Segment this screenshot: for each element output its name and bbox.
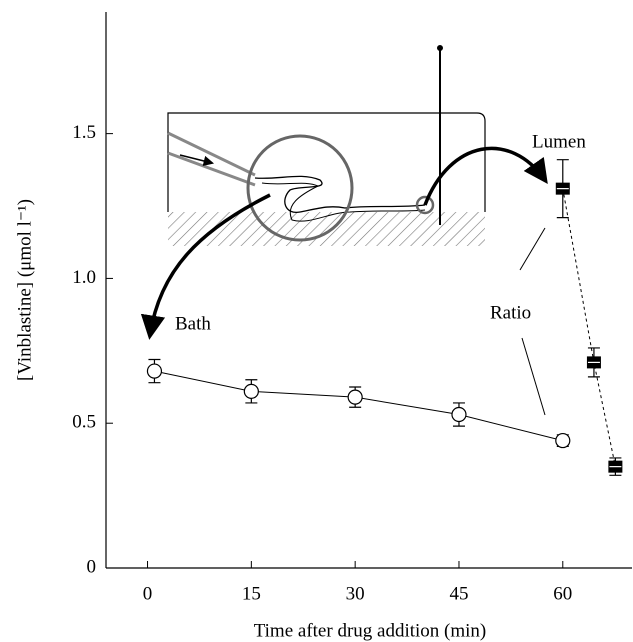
- data-point: [451, 406, 467, 423]
- x-axis-label: Time after drug addition (min): [254, 620, 487, 641]
- y-tick-label: 1.0: [72, 267, 96, 288]
- lumen-label: Lumen: [532, 131, 586, 152]
- data-point: [347, 389, 363, 405]
- y-axis-label: [Vinblastine] (μmol l⁻¹): [14, 199, 35, 381]
- series-line: [562, 188, 616, 467]
- data-point: [243, 383, 259, 399]
- x-tick-label: 30: [346, 583, 365, 604]
- series-line: [154, 370, 563, 442]
- x-tick-label: 0: [143, 583, 153, 604]
- data-point: [146, 363, 163, 379]
- y-tick-label: 0: [87, 556, 97, 577]
- y-tick-label: 1.5: [72, 122, 96, 143]
- inset-diagram: [140, 45, 548, 416]
- ratio-label: Ratio: [490, 302, 531, 323]
- data-point: [555, 432, 571, 449]
- y-tick-label: 0.5: [72, 412, 96, 433]
- bath-label: Bath: [175, 313, 211, 334]
- x-tick-label: 60: [553, 583, 572, 604]
- x-tick-label: 45: [449, 583, 468, 604]
- x-tick-label: 15: [242, 583, 261, 604]
